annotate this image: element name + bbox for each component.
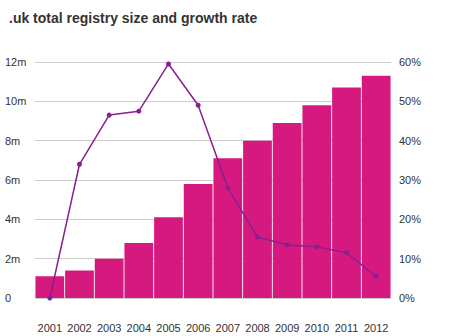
svg-text:2009: 2009 — [275, 322, 299, 334]
svg-text:2003: 2003 — [97, 322, 121, 334]
svg-text:4m: 4m — [5, 213, 20, 225]
svg-text:10m: 10m — [5, 95, 26, 107]
svg-text:50%: 50% — [399, 95, 421, 107]
svg-text:40%: 40% — [399, 135, 421, 147]
svg-text:0: 0 — [5, 292, 11, 304]
svg-text:8m: 8m — [5, 135, 20, 147]
svg-text:0%: 0% — [399, 292, 415, 304]
svg-text:2012: 2012 — [364, 322, 388, 334]
svg-text:2010: 2010 — [305, 322, 329, 334]
svg-text:2004: 2004 — [127, 322, 151, 334]
svg-text:2m: 2m — [5, 253, 20, 265]
svg-text:2007: 2007 — [216, 322, 240, 334]
svg-text:30%: 30% — [399, 174, 421, 186]
svg-text:2008: 2008 — [245, 322, 269, 334]
svg-text:2011: 2011 — [335, 322, 359, 334]
svg-text:6m: 6m — [5, 174, 20, 186]
svg-text:2001: 2001 — [38, 322, 62, 334]
svg-text:2006: 2006 — [186, 322, 210, 334]
svg-text:20%: 20% — [399, 213, 421, 225]
svg-text:.uk total registry size and gr: .uk total registry size and growth rate — [9, 10, 257, 26]
svg-text:12m: 12m — [5, 56, 26, 68]
svg-text:2002: 2002 — [67, 322, 91, 334]
svg-text:60%: 60% — [399, 56, 421, 68]
svg-text:2005: 2005 — [156, 322, 180, 334]
svg-text:10%: 10% — [399, 253, 421, 265]
